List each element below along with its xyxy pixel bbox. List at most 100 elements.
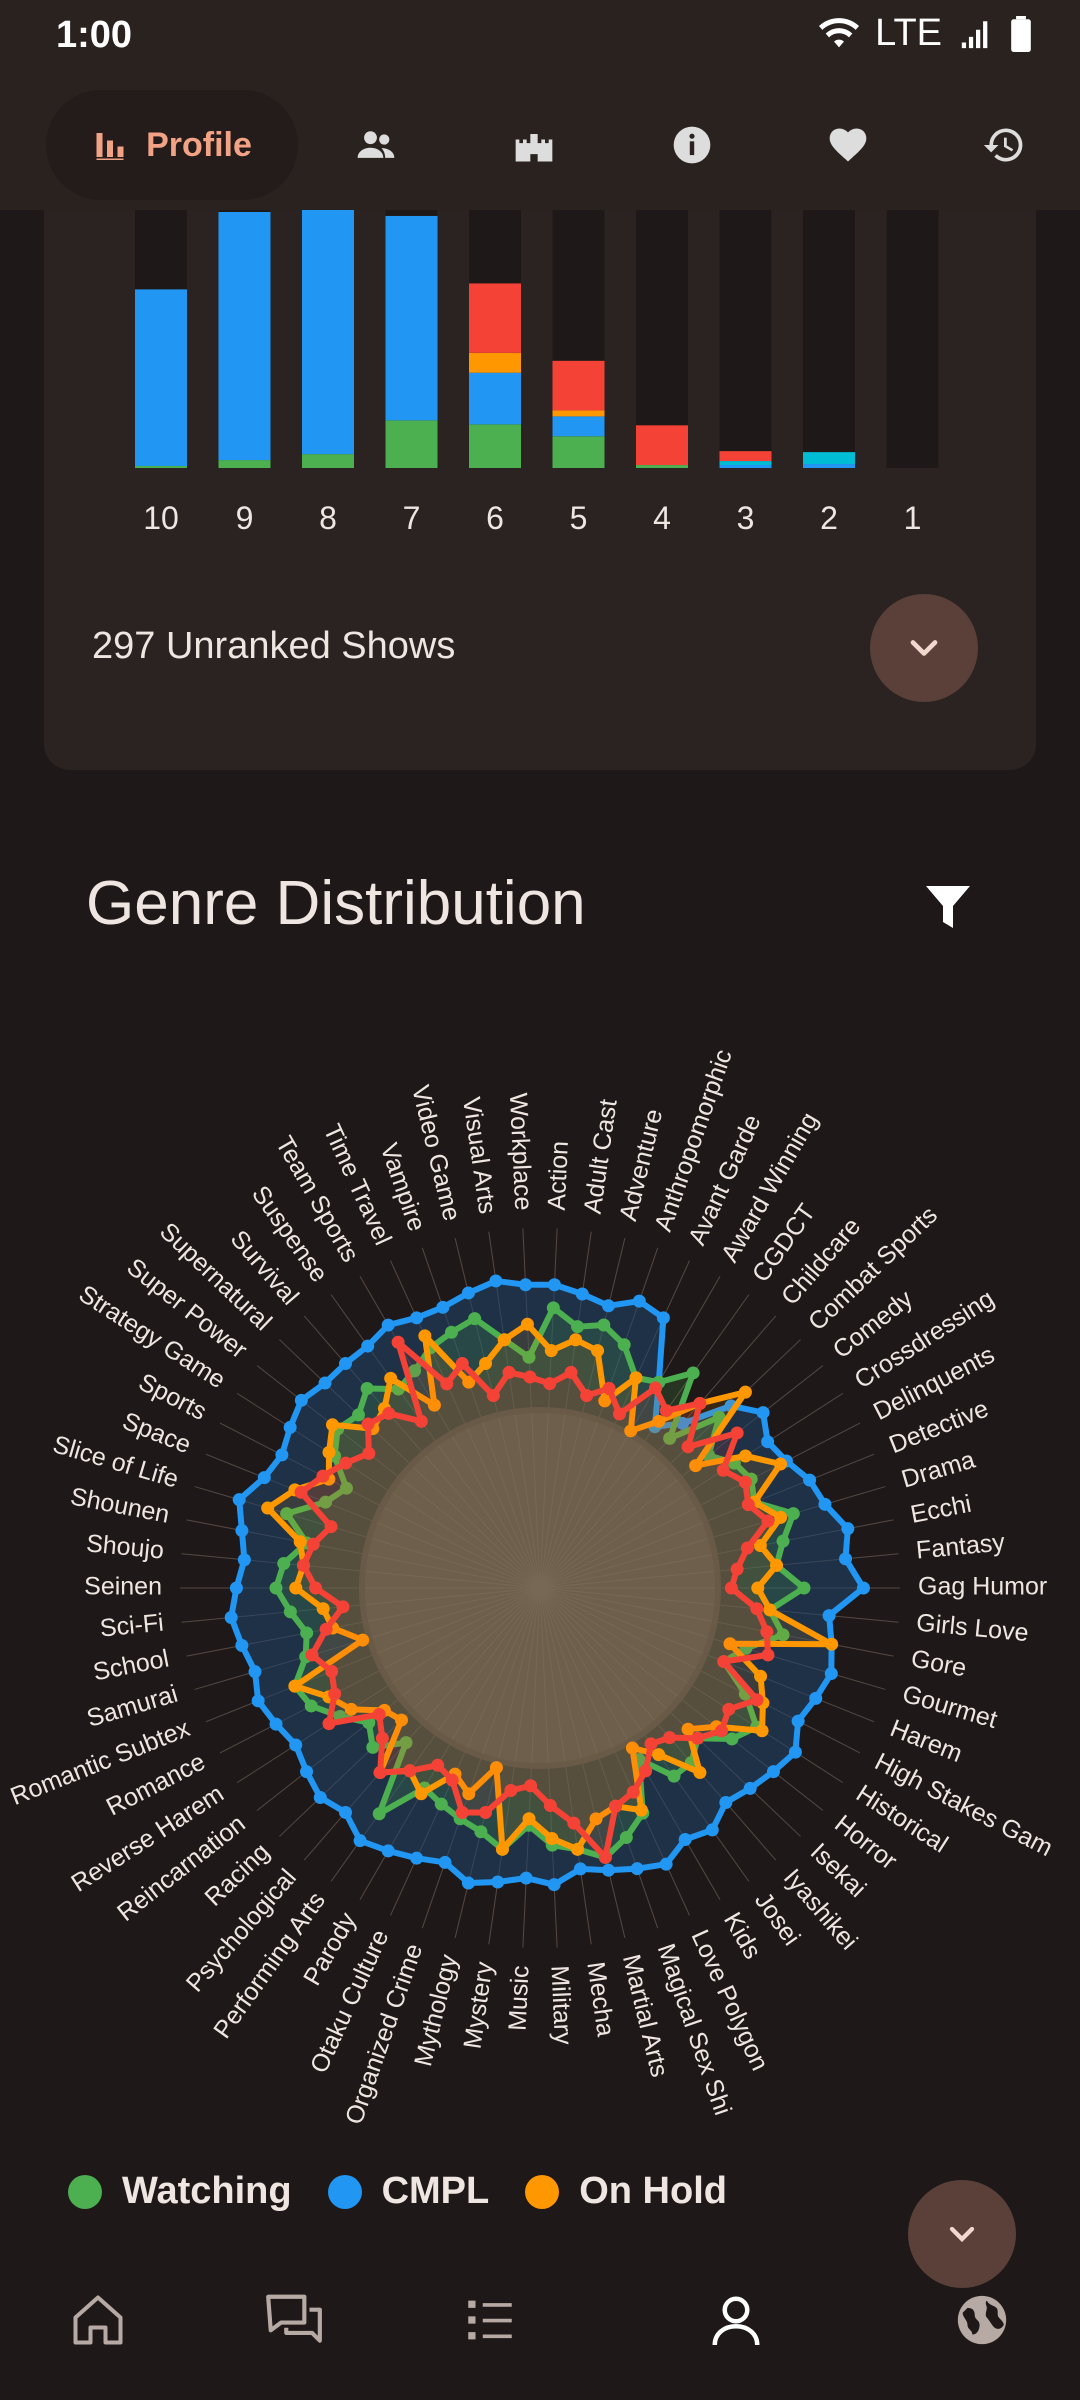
score-label: 8 [319, 500, 337, 536]
radar-point [663, 1431, 677, 1445]
expand-button[interactable] [870, 594, 978, 702]
radar-point [474, 1825, 488, 1839]
radar-point [589, 1812, 603, 1826]
tab-castle[interactable] [494, 90, 574, 200]
radar-point [351, 1408, 365, 1422]
radar-point [632, 1294, 646, 1308]
radar-point [479, 1357, 493, 1371]
radar-point [497, 1333, 511, 1347]
score-label: 6 [486, 500, 504, 536]
top-tab-bar: Profile [0, 70, 1080, 210]
genre-label: Ecchi [908, 1490, 973, 1529]
network-label: LTE [875, 12, 942, 54]
radar-point [522, 1350, 536, 1364]
filter-button[interactable] [924, 882, 972, 939]
radar-point [322, 1445, 336, 1459]
status-time: 1:00 [56, 14, 133, 56]
globe-icon [957, 2295, 1007, 2345]
radar-point [770, 1558, 784, 1572]
bar-segment-dropped [469, 283, 521, 353]
tab-favorites[interactable] [808, 90, 888, 200]
radar-point [652, 1748, 666, 1762]
radar-point [418, 1329, 432, 1343]
radar-point [289, 1738, 303, 1752]
tab-profile[interactable]: Profile [46, 90, 298, 200]
bar-segment-watching [302, 454, 354, 468]
radar-point [786, 1507, 800, 1521]
radar-point [324, 1520, 338, 1534]
radar-point [818, 1497, 832, 1511]
radar-point [598, 1850, 612, 1864]
radar-point [575, 1287, 589, 1301]
nav-home[interactable] [58, 2280, 138, 2360]
bar-track [886, 210, 939, 468]
radar-point [705, 1823, 719, 1837]
radar-point [693, 1766, 707, 1780]
radar-point [856, 1581, 870, 1595]
radar-point [491, 1875, 505, 1889]
bar-track [719, 210, 772, 468]
bar-segment-cmpl [135, 289, 187, 467]
unranked-shows-label: 297 Unranked Shows [92, 625, 456, 667]
radar-point [251, 1694, 265, 1708]
bar-segment-watching [552, 436, 605, 468]
radar-point [336, 1600, 350, 1614]
radar-point [717, 1655, 731, 1669]
radar-point [659, 1857, 673, 1871]
radar-point [248, 1665, 262, 1679]
tab-info[interactable] [652, 90, 732, 200]
radar-point [489, 1274, 503, 1288]
radar-point [613, 1407, 627, 1421]
radar-point [766, 1765, 780, 1779]
history-icon [983, 128, 1023, 162]
tab-people[interactable] [336, 90, 416, 200]
wifi-icon [819, 17, 860, 47]
bar-segment-cmpl [385, 215, 438, 421]
radar-point [434, 1797, 448, 1811]
radar-point [601, 1299, 615, 1313]
radar-point [597, 1318, 611, 1332]
radar-point [564, 1365, 578, 1379]
radar-point [356, 1633, 370, 1647]
radar-point [257, 1471, 271, 1485]
nav-forum[interactable] [254, 2280, 334, 2360]
radar-point [573, 1862, 587, 1876]
genre-label: Gag Humor [918, 1573, 1047, 1601]
radar-point [547, 1278, 561, 1292]
tab-profile-label: Profile [146, 125, 252, 164]
radar-point [788, 1745, 802, 1759]
radar-point [224, 1610, 238, 1624]
radar-point [522, 1812, 536, 1826]
nav-profile[interactable] [696, 2280, 776, 2360]
nav-list[interactable] [450, 2280, 530, 2360]
radar-point [277, 1557, 291, 1571]
radar-point [761, 1435, 775, 1449]
radar-point [361, 1339, 375, 1353]
radar-point [414, 1787, 428, 1801]
profile-icon [712, 2296, 760, 2346]
radar-point [445, 1773, 459, 1787]
radar-point [319, 1622, 333, 1636]
scroll-down-button[interactable] [908, 2180, 1016, 2288]
radar-point [609, 1799, 623, 1813]
score-label: 2 [820, 500, 838, 536]
radar-point [756, 1406, 770, 1420]
bar-segment-on-hold [552, 410, 605, 417]
radar-point [462, 1375, 476, 1389]
nav-explore[interactable] [942, 2280, 1022, 2360]
radar-point [427, 1398, 441, 1412]
radar-point [743, 1781, 757, 1795]
radar-point [776, 1628, 790, 1642]
radar-point [774, 1457, 788, 1471]
radar-point [438, 1855, 452, 1869]
genre-label: Military [545, 1965, 577, 2046]
radar-point [436, 1300, 450, 1314]
bar-segment-cmpl [552, 416, 605, 437]
genre-label: Seinen [84, 1573, 162, 1601]
radar-point [306, 1537, 320, 1551]
radar-point [269, 1717, 283, 1731]
radar-point [681, 1440, 695, 1454]
radar-point [283, 1420, 297, 1434]
chevron-down-icon [910, 640, 938, 656]
tab-history[interactable] [964, 90, 1044, 200]
